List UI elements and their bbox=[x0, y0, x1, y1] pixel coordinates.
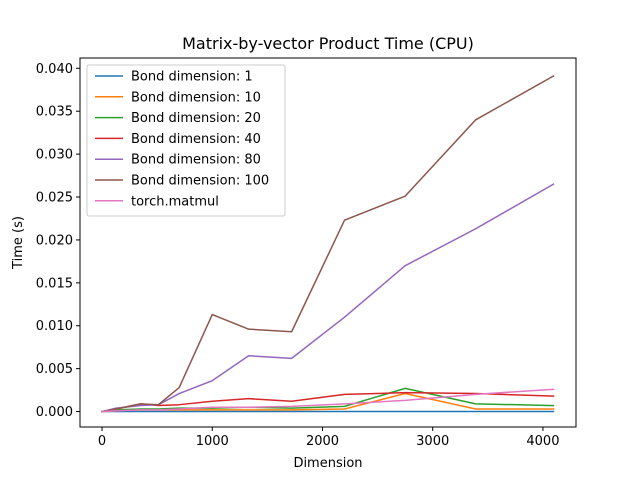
y-axis-label: Time (s) bbox=[11, 216, 26, 270]
x-axis-label: Dimension bbox=[293, 456, 362, 471]
series-line bbox=[101, 74, 555, 413]
y-tick-label: 0.000 bbox=[36, 405, 73, 420]
y-tick-label: 0.025 bbox=[36, 191, 73, 206]
x-tick-label: 3000 bbox=[416, 434, 449, 449]
plot-area bbox=[79, 57, 577, 428]
legend-label: Bond dimension: 80 bbox=[131, 153, 261, 168]
legend-label: Bond dimension: 20 bbox=[131, 111, 261, 126]
x-tick-label: 2000 bbox=[306, 434, 339, 449]
legend-label: Bond dimension: 40 bbox=[131, 132, 261, 147]
y-tick-label: 0.010 bbox=[36, 319, 73, 334]
legend-label: Bond dimension: 10 bbox=[131, 90, 261, 105]
y-tick-label: 0.015 bbox=[36, 276, 73, 291]
legend-label: Bond dimension: 100 bbox=[131, 174, 269, 189]
y-tick-label: 0.030 bbox=[36, 148, 73, 163]
y-tick-label: 0.040 bbox=[36, 62, 73, 77]
series-line bbox=[101, 183, 555, 413]
x-axis: 0 1000 2000 3000 4000 bbox=[98, 427, 559, 449]
y-axis: 0.000 0.005 0.010 0.015 0.020 0.025 0.030 0.035… bbox=[36, 62, 80, 420]
x-tick-label: 4000 bbox=[526, 434, 559, 449]
y-tick-label: 0.020 bbox=[36, 233, 73, 248]
series-layer bbox=[101, 74, 555, 413]
x-tick-label: 1000 bbox=[196, 434, 229, 449]
legend-label: Bond dimension: 1 bbox=[131, 70, 253, 85]
plot-frame bbox=[79, 57, 577, 428]
series-line bbox=[101, 388, 555, 413]
y-tick-label: 0.035 bbox=[36, 105, 73, 120]
x-tick-label: 0 bbox=[98, 434, 106, 449]
legend-label: torch.matmul bbox=[131, 194, 219, 209]
chart-title: Matrix-by-vector Product Time (CPU) bbox=[182, 34, 474, 53]
legend: Bond dimension: 1 Bond dimension: 10 Bond … bbox=[86, 64, 286, 217]
legend-box bbox=[86, 64, 286, 217]
y-tick-label: 0.005 bbox=[36, 362, 73, 377]
